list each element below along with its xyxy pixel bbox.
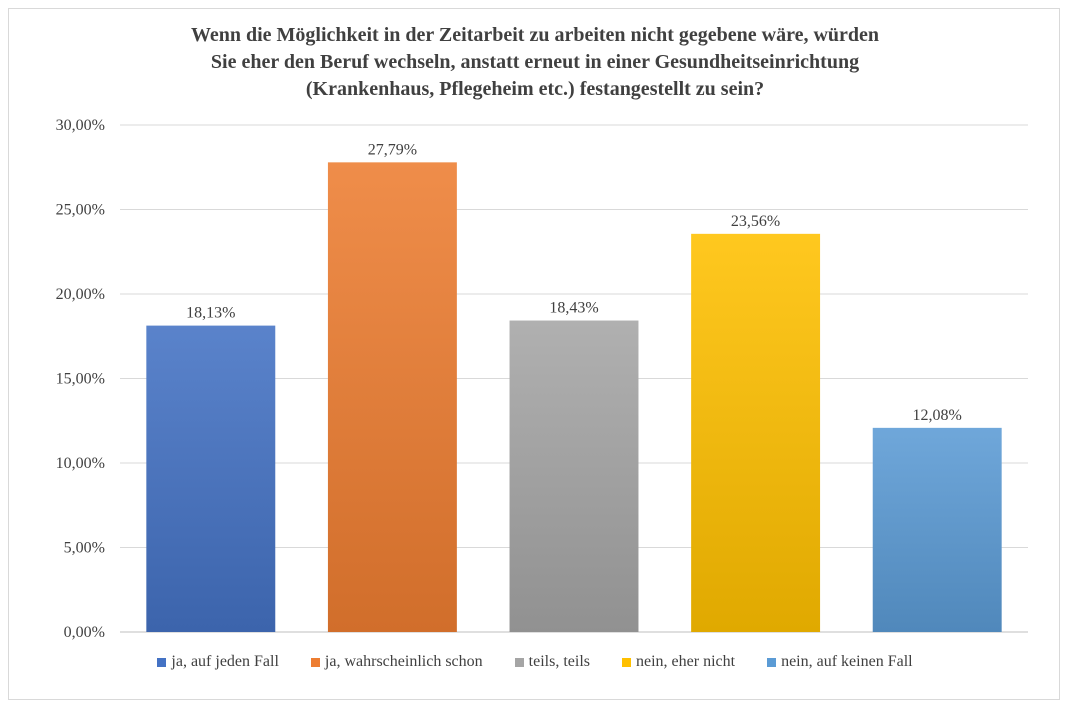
legend-item: nein, auf keinen Fall — [767, 653, 913, 671]
legend-swatch — [621, 657, 631, 667]
legend-label: ja, auf jeden Fall — [171, 653, 279, 670]
legend-swatch — [514, 657, 524, 667]
y-tick-label: 0,00% — [64, 624, 105, 641]
legend-label: nein, auf keinen Fall — [781, 653, 913, 670]
legend-swatch — [310, 657, 320, 667]
legend-label: nein, eher nicht — [635, 653, 736, 670]
y-tick-label: 25,00% — [56, 202, 105, 219]
bar — [691, 233, 821, 632]
legend-item: teils, teils — [514, 653, 590, 671]
title-line-3: (Krankenhaus, Pflegeheim etc.) festanges… — [305, 78, 765, 100]
bar — [327, 162, 457, 632]
data-label: 18,13% — [186, 305, 235, 322]
legend-item: ja, auf jeden Fall — [157, 653, 279, 671]
bar — [509, 320, 639, 632]
y-tick-label: 20,00% — [56, 286, 105, 303]
y-tick-label: 30,00% — [56, 117, 105, 134]
data-label: 12,08% — [913, 407, 962, 424]
legend: ja, auf jeden Fall ja, wahrscheinlich sc… — [0, 653, 1070, 671]
chart-title: Wenn die Möglichkeit in der Zeitarbeit z… — [0, 22, 1070, 103]
legend-item: ja, wahrscheinlich schon — [310, 653, 483, 671]
title-line-2: Sie eher den Beruf wechseln, anstatt ern… — [210, 51, 860, 73]
legend-label: teils, teils — [528, 653, 590, 670]
y-tick-label: 15,00% — [56, 371, 105, 388]
y-tick-label: 10,00% — [56, 455, 105, 472]
bar — [872, 427, 1002, 632]
data-label: 27,79% — [368, 141, 417, 158]
legend-label: ja, wahrscheinlich schon — [324, 653, 483, 670]
data-label: 18,43% — [549, 300, 598, 317]
legend-item: nein, eher nicht — [621, 653, 736, 671]
legend-swatch — [157, 657, 167, 667]
bar — [146, 325, 276, 632]
data-label: 23,56% — [731, 213, 780, 230]
title-line-1: Wenn die Möglichkeit in der Zeitarbeit z… — [190, 24, 880, 46]
y-tick-label: 5,00% — [64, 540, 105, 557]
legend-swatch — [767, 657, 777, 667]
